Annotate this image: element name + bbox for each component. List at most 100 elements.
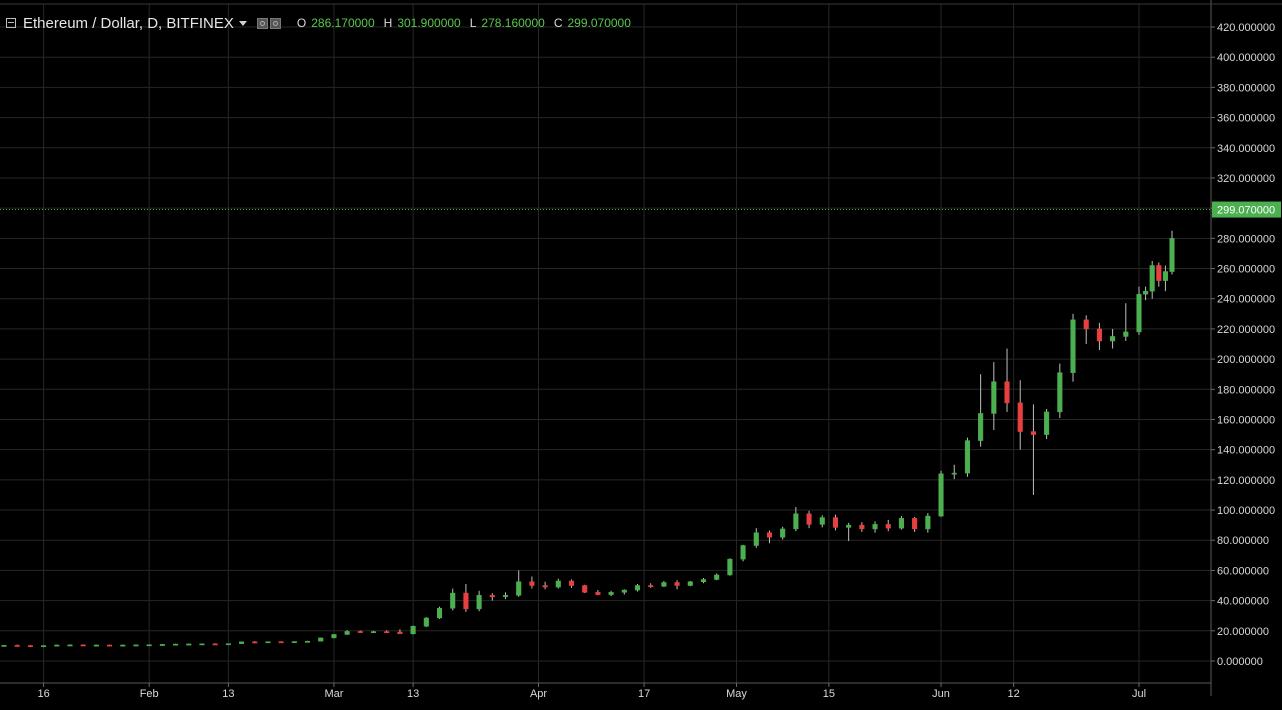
candle-body[interactable] — [1162, 271, 1168, 281]
candle-body[interactable] — [1123, 331, 1129, 337]
candle-body[interactable] — [304, 640, 311, 643]
candle-body[interactable] — [133, 644, 139, 647]
candle-body[interactable] — [384, 631, 390, 634]
candle-body[interactable] — [252, 641, 258, 644]
candle-body[interactable] — [978, 413, 984, 441]
candle-body[interactable] — [793, 513, 799, 530]
candle-body[interactable] — [410, 626, 416, 635]
candle-body[interactable] — [898, 518, 904, 529]
candle-body[interactable] — [780, 528, 786, 538]
candle-body[interactable] — [146, 644, 152, 647]
candle-body[interactable] — [832, 517, 839, 528]
candle-body[interactable] — [648, 585, 654, 587]
candle-body[interactable] — [278, 641, 284, 644]
candle-body[interactable] — [476, 595, 482, 610]
candle-body[interactable] — [1149, 265, 1155, 292]
candle-body[interactable] — [502, 595, 509, 598]
ohlc-close-key: C — [553, 16, 563, 30]
candle-body[interactable] — [608, 592, 614, 595]
candle-body[interactable] — [265, 641, 271, 644]
candle-body[interactable] — [661, 582, 667, 587]
symbol-dropdown-icon[interactable] — [238, 20, 247, 26]
candle-body[interactable] — [93, 644, 99, 647]
candle-body[interactable] — [687, 581, 693, 586]
candle-body[interactable] — [634, 585, 641, 591]
candle-body[interactable] — [344, 631, 350, 635]
candle-body[interactable] — [1030, 431, 1036, 435]
collapse-legend-icon[interactable] — [6, 18, 16, 28]
candle-body[interactable] — [186, 643, 192, 646]
candle-body[interactable] — [54, 644, 60, 647]
candle-body[interactable] — [423, 617, 429, 627]
candle-body[interactable] — [542, 585, 548, 588]
candle-body[interactable] — [1057, 372, 1063, 413]
candle-body[interactable] — [107, 644, 113, 647]
candle-body[interactable] — [239, 641, 245, 644]
candle-body[interactable] — [120, 644, 126, 647]
candle-body[interactable] — [1169, 238, 1175, 272]
candle-body[interactable] — [1070, 319, 1076, 373]
candle-body[interactable] — [225, 643, 231, 646]
candle-body[interactable] — [621, 589, 627, 593]
candle-body[interactable] — [1044, 411, 1050, 435]
candle-body[interactable] — [885, 524, 891, 529]
candle-body[interactable] — [80, 644, 86, 647]
candle-body[interactable] — [67, 644, 73, 647]
candle-body[interactable] — [846, 524, 852, 528]
candle-body[interactable] — [1083, 319, 1089, 330]
candle-body[interactable] — [14, 645, 20, 647]
candle-body[interactable] — [568, 580, 575, 586]
candle-body[interactable] — [1096, 328, 1102, 342]
candle-body[interactable] — [291, 641, 297, 643]
candle-body[interactable] — [357, 631, 363, 633]
candle-body[interactable] — [489, 595, 495, 598]
candle-body[interactable] — [819, 517, 825, 525]
candle-body[interactable] — [555, 580, 561, 588]
candle-body[interactable] — [331, 634, 337, 639]
candle-body[interactable] — [925, 515, 931, 530]
candle-body[interactable] — [450, 592, 456, 609]
candle-body[interactable] — [529, 581, 535, 586]
symbol-title[interactable]: Ethereum / Dollar, D, BITFINEX — [23, 14, 234, 32]
candle-body[interactable] — [516, 581, 522, 596]
candle-body[interactable] — [727, 558, 733, 576]
candle-body[interactable] — [1, 645, 7, 647]
candle-body[interactable] — [1136, 293, 1142, 333]
candle-body[interactable] — [41, 645, 47, 648]
candle-body[interactable] — [938, 473, 944, 517]
candle-body[interactable] — [463, 592, 469, 610]
candle-body[interactable] — [370, 631, 377, 634]
candle-body[interactable] — [318, 637, 324, 642]
candle-body[interactable] — [912, 518, 918, 530]
candle-body[interactable] — [753, 532, 759, 546]
candle-body[interactable] — [27, 645, 33, 648]
candle-body[interactable] — [1110, 336, 1116, 342]
candle-body[interactable] — [674, 582, 680, 586]
candle-body[interactable] — [582, 585, 588, 593]
candle-body[interactable] — [1156, 265, 1162, 281]
candle-body[interactable] — [766, 532, 773, 538]
candle-body[interactable] — [173, 643, 179, 646]
candle-body[interactable] — [212, 643, 218, 646]
candle-body[interactable] — [159, 644, 165, 646]
candle-body[interactable] — [714, 574, 720, 580]
candle-body[interactable] — [397, 631, 403, 635]
candle-body[interactable] — [1143, 290, 1149, 295]
candle-body[interactable] — [964, 440, 970, 474]
x-tick-label: May — [726, 688, 747, 700]
candle-body[interactable] — [991, 381, 997, 414]
candle-body[interactable] — [806, 513, 812, 525]
candle-body[interactable] — [1017, 402, 1023, 432]
candle-body[interactable] — [740, 545, 746, 560]
candle-body[interactable] — [951, 472, 957, 475]
candle-body[interactable] — [436, 607, 443, 619]
candle-body[interactable] — [199, 643, 205, 646]
hide-series-icon[interactable] — [256, 17, 268, 29]
candle-body[interactable] — [859, 524, 865, 530]
candle-body[interactable] — [1004, 381, 1010, 404]
candle-body[interactable] — [595, 592, 601, 595]
series-settings-icon[interactable] — [269, 17, 281, 29]
candle-body[interactable] — [700, 579, 707, 583]
candle-body[interactable] — [872, 524, 878, 530]
